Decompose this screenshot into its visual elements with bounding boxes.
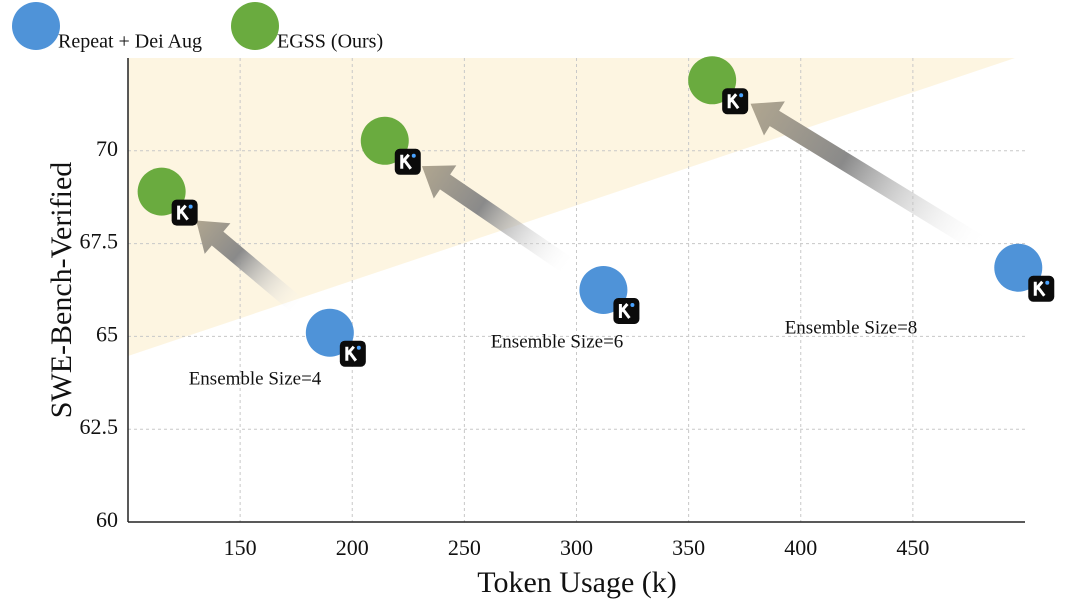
icon-dot bbox=[739, 93, 744, 98]
legend-marker bbox=[231, 2, 279, 50]
x-tick-label: 400 bbox=[784, 535, 817, 560]
x-tick-label: 150 bbox=[224, 535, 257, 560]
icon bbox=[339, 340, 366, 367]
icon-dot bbox=[630, 303, 635, 307]
icon-glyph bbox=[727, 93, 740, 110]
icon bbox=[613, 298, 640, 324]
x-tick-label: 300 bbox=[560, 535, 593, 560]
icon-dot bbox=[1045, 280, 1050, 285]
icon-dot bbox=[188, 204, 193, 209]
annotation: Ensemble Size=8 bbox=[785, 317, 918, 338]
icon-glyph bbox=[618, 303, 631, 319]
legend-label: Repeat + Dei Aug bbox=[58, 31, 202, 53]
icon-glyph bbox=[1033, 280, 1046, 297]
y-tick-label: 67.5 bbox=[80, 229, 119, 254]
y-tick-label: 60 bbox=[96, 507, 118, 532]
x-tick-label: 450 bbox=[896, 535, 929, 560]
shaded-region bbox=[128, 58, 1015, 356]
x-tick-label: 350 bbox=[672, 535, 705, 560]
x-tick-label: 250 bbox=[448, 535, 481, 560]
y-axis-title: SWE-Bench-Verified bbox=[45, 162, 78, 419]
x-tick-label: 200 bbox=[336, 535, 369, 560]
icon bbox=[171, 199, 198, 226]
legend-marker bbox=[12, 2, 60, 50]
icon bbox=[1028, 275, 1055, 302]
icon-glyph bbox=[400, 153, 412, 170]
annotation: Ensemble Size=6 bbox=[491, 331, 624, 352]
y-tick-label: 62.5 bbox=[80, 414, 119, 439]
icon-glyph bbox=[177, 204, 189, 221]
arrow bbox=[196, 220, 305, 314]
annotation: Ensemble Size=4 bbox=[189, 368, 322, 389]
y-tick-label: 65 bbox=[96, 321, 118, 346]
legend-label: EGSS (Ours) bbox=[277, 31, 383, 53]
y-tick-label: 70 bbox=[96, 136, 118, 161]
arrow bbox=[421, 165, 576, 275]
icon-glyph bbox=[345, 345, 358, 362]
icon-dot bbox=[356, 345, 361, 350]
x-axis-title: Token Usage (k) bbox=[477, 566, 677, 599]
icon bbox=[722, 88, 749, 115]
arrow bbox=[750, 101, 989, 255]
icon bbox=[394, 148, 421, 175]
icon-dot bbox=[411, 153, 416, 158]
